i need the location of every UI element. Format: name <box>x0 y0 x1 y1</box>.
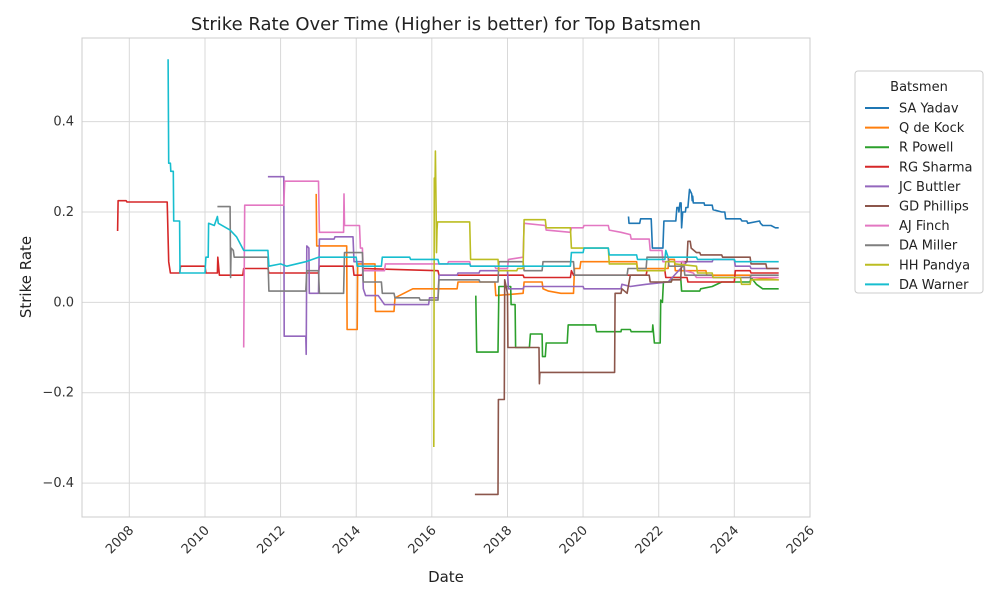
series-line-jc-buttler <box>267 175 779 356</box>
series-line-da-warner <box>167 59 779 274</box>
legend-label: SA Yadav <box>899 102 959 117</box>
y-tick-label: 0.0 <box>53 295 74 310</box>
legend-label: GD Phillips <box>899 200 969 215</box>
legend-item: SA Yadav <box>865 102 959 117</box>
legend-item: AJ Finch <box>865 219 950 234</box>
legend-label: DA Miller <box>899 239 958 254</box>
legend-box <box>854 70 984 294</box>
legend-label: AJ Finch <box>899 219 950 234</box>
y-tick-labels: −0.4 −0.2 0.0 0.2 0.4 <box>42 115 74 492</box>
legend-item: DA Warner <box>865 278 969 293</box>
legend-label: HH Pandya <box>899 258 970 273</box>
legend: Batsmen SA Yadav Q de Kock R Powell RG Shar… <box>854 70 984 294</box>
series-line-r-powell <box>475 276 779 358</box>
y-tick-label: −0.2 <box>42 386 74 401</box>
x-axis-label: Date <box>428 568 464 586</box>
plot-frame <box>81 37 811 518</box>
legend-item: RG Sharma <box>865 160 972 175</box>
series-line-rg-sharma <box>116 199 779 283</box>
chart-title: Strike Rate Over Time (Higher is better)… <box>191 14 701 35</box>
legend-label: R Powell <box>899 141 953 156</box>
y-axis-label: Strike Rate <box>17 236 35 318</box>
legend-title: Batsmen <box>890 80 948 95</box>
series-line-hh-pandya <box>433 150 779 448</box>
legend-item: DA Miller <box>865 239 958 254</box>
legend-label: RG Sharma <box>899 160 972 175</box>
series-line-gd-phillips <box>474 240 779 496</box>
legend-item: Q de Kock <box>865 121 965 136</box>
legend-label: Q de Kock <box>899 121 965 136</box>
series-line-aj-finch <box>242 180 779 348</box>
y-tick-label: 0.2 <box>53 205 74 220</box>
series-line-sa-yadav <box>627 188 779 249</box>
series-line-da-miller <box>217 205 779 301</box>
y-tick-label: −0.4 <box>42 476 74 491</box>
legend-item: GD Phillips <box>865 200 969 215</box>
y-tick-label: 0.4 <box>53 115 74 130</box>
legend-label: JC Buttler <box>898 180 961 195</box>
legend-items: SA Yadav Q de Kock R Powell RG Sharma JC But… <box>865 102 972 293</box>
legend-item: JC Buttler <box>865 180 961 195</box>
legend-label: DA Warner <box>899 278 969 293</box>
series-lines <box>116 59 779 496</box>
legend-item: HH Pandya <box>865 258 970 273</box>
legend-item: R Powell <box>865 141 953 156</box>
